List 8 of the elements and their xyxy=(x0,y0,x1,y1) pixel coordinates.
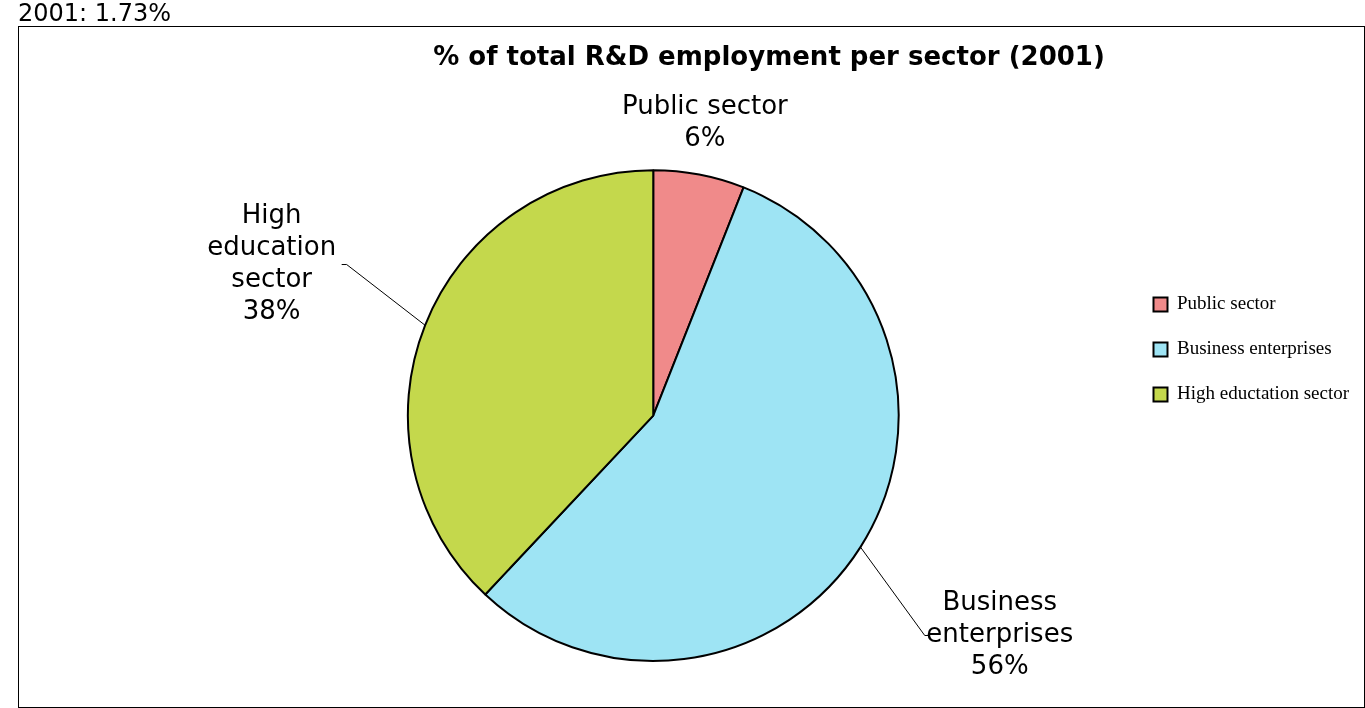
text: 2001: 1.73% xyxy=(18,0,172,27)
legend-label: High eductation sector xyxy=(1177,382,1350,404)
data-label: Business enterprises 56% xyxy=(926,586,1074,681)
data-label: Public sector 6% xyxy=(621,89,789,152)
legend-label: Public sector xyxy=(1177,292,1277,314)
chart-title: % of total R&D employment per sector (2001) xyxy=(433,41,1105,72)
legend-label: Business enterprises xyxy=(1177,337,1332,359)
data-label: High education sector 38% xyxy=(207,199,337,326)
